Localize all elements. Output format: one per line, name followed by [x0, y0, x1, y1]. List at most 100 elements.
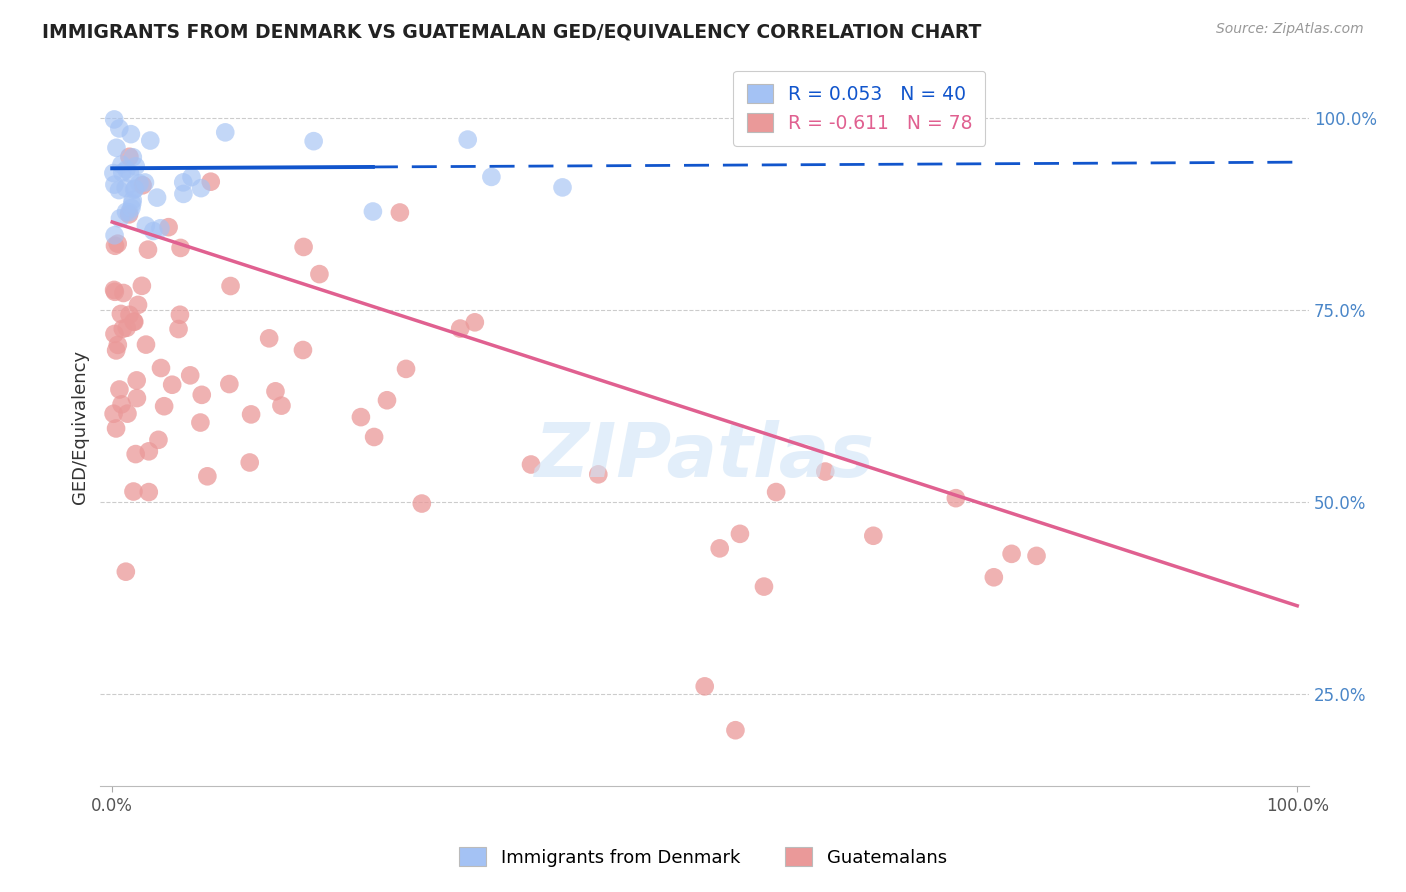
Point: [128, 177, 150, 191]
Point: [118, 150, 141, 164]
Point: [103, 228, 125, 243]
Point: [121, 196, 143, 211]
Point: [112, 285, 135, 300]
Point: [388, 205, 411, 219]
Point: [218, 377, 240, 392]
Point: [190, 388, 212, 402]
Y-axis label: GED/Equivalency: GED/Equivalency: [72, 351, 89, 504]
Point: [945, 491, 967, 505]
Point: [120, 201, 142, 215]
Point: [180, 170, 202, 185]
Point: [108, 121, 131, 136]
Point: [190, 416, 212, 430]
Point: [361, 204, 384, 219]
Point: [411, 497, 433, 511]
Point: [124, 182, 146, 196]
Point: [103, 407, 125, 421]
Point: [118, 205, 141, 219]
Point: [190, 181, 212, 195]
Point: [115, 205, 138, 219]
Point: [257, 331, 280, 345]
Point: [108, 211, 131, 226]
Point: [1000, 547, 1022, 561]
Point: [146, 191, 169, 205]
Legend: R = 0.053   N = 40, R = -0.611   N = 78: R = 0.053 N = 40, R = -0.611 N = 78: [734, 70, 986, 146]
Point: [118, 166, 141, 180]
Text: IMMIGRANTS FROM DENMARK VS GUATEMALAN GED/EQUIVALENCY CORRELATION CHART: IMMIGRANTS FROM DENMARK VS GUATEMALAN GE…: [42, 22, 981, 41]
Point: [481, 169, 503, 184]
Point: [520, 458, 543, 472]
Point: [122, 183, 145, 197]
Point: [136, 243, 159, 257]
Point: [264, 384, 287, 399]
Point: [172, 175, 194, 189]
Point: [149, 221, 172, 235]
Point: [150, 361, 173, 376]
Point: [135, 219, 157, 233]
Point: [693, 679, 716, 693]
Point: [724, 723, 747, 738]
Point: [124, 447, 146, 461]
Point: [363, 430, 385, 444]
Point: [104, 285, 127, 299]
Point: [292, 240, 315, 254]
Point: [121, 150, 143, 164]
Point: [103, 283, 125, 297]
Point: [103, 178, 125, 192]
Point: [110, 157, 132, 171]
Point: [118, 207, 141, 221]
Point: [395, 362, 418, 376]
Point: [551, 180, 574, 194]
Point: [160, 377, 183, 392]
Point: [148, 433, 170, 447]
Point: [752, 580, 775, 594]
Point: [122, 484, 145, 499]
Point: [157, 220, 180, 235]
Point: [709, 541, 731, 556]
Point: [239, 455, 262, 469]
Point: [105, 421, 128, 435]
Point: [125, 159, 148, 173]
Point: [125, 373, 148, 387]
Point: [179, 368, 201, 383]
Point: [195, 469, 218, 483]
Point: [110, 397, 132, 411]
Point: [291, 343, 314, 357]
Point: [131, 278, 153, 293]
Point: [114, 181, 136, 195]
Point: [765, 485, 787, 500]
Point: [103, 112, 125, 127]
Point: [142, 224, 165, 238]
Point: [122, 315, 145, 329]
Point: [108, 383, 131, 397]
Point: [107, 338, 129, 352]
Point: [1025, 549, 1047, 563]
Point: [375, 393, 398, 408]
Point: [464, 315, 486, 329]
Point: [200, 175, 222, 189]
Point: [862, 529, 884, 543]
Point: [105, 343, 128, 358]
Point: [131, 178, 153, 193]
Point: [117, 407, 139, 421]
Point: [449, 321, 471, 335]
Point: [124, 315, 146, 329]
Point: [138, 444, 160, 458]
Point: [103, 166, 125, 180]
Point: [814, 465, 837, 479]
Point: [270, 399, 292, 413]
Point: [169, 308, 191, 322]
Point: [105, 141, 128, 155]
Text: ZIPatlas: ZIPatlas: [534, 419, 875, 492]
Text: Source: ZipAtlas.com: Source: ZipAtlas.com: [1216, 22, 1364, 37]
Point: [167, 322, 190, 336]
Point: [120, 127, 142, 141]
Point: [114, 565, 136, 579]
Point: [308, 267, 330, 281]
Point: [169, 241, 191, 255]
Point: [115, 162, 138, 177]
Legend: Immigrants from Denmark, Guatemalans: Immigrants from Denmark, Guatemalans: [451, 840, 955, 874]
Point: [111, 322, 134, 336]
Point: [115, 320, 138, 334]
Point: [111, 165, 134, 179]
